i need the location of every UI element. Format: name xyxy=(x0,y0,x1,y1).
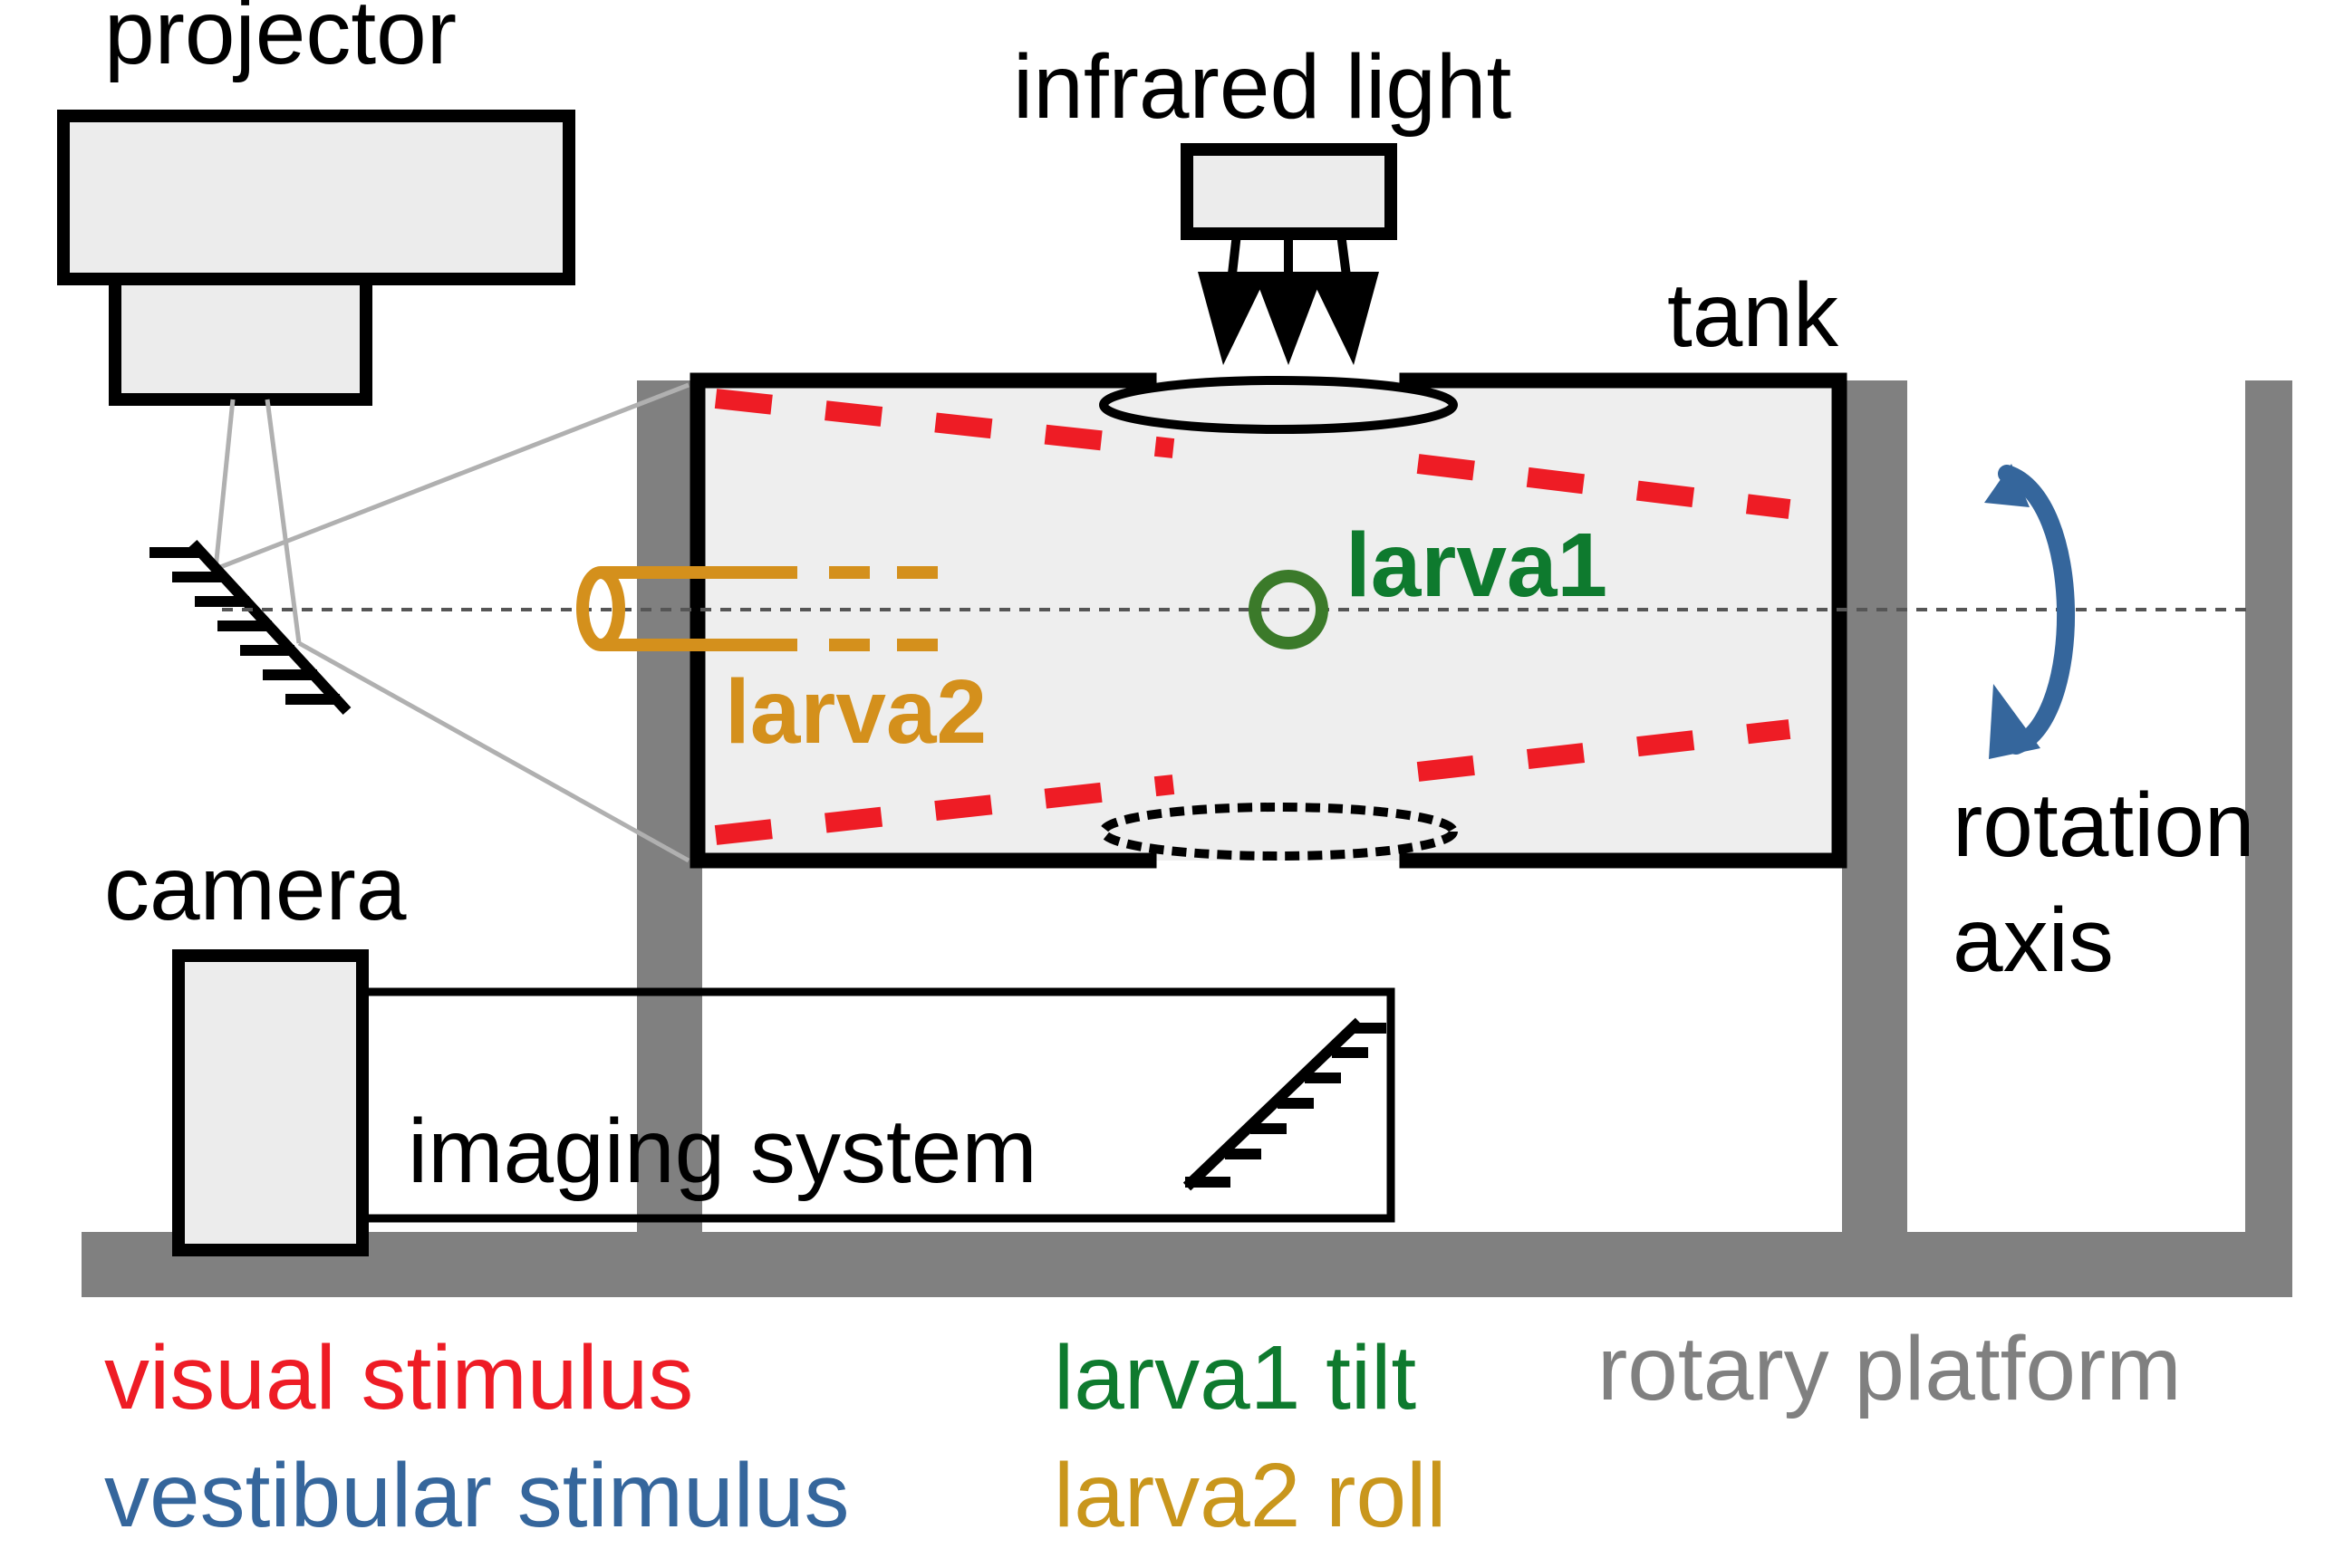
larva2-marker xyxy=(576,566,938,651)
larva1-label: larva1 xyxy=(1345,515,1607,616)
imaging-mirror xyxy=(1182,1017,1386,1191)
projector xyxy=(57,110,575,406)
projector-lens xyxy=(109,273,372,406)
legend-vestibular-stimulus: vestibular stimulus xyxy=(104,1445,850,1546)
infrared-light-housing xyxy=(1181,143,1397,240)
rotation-arrow-icon xyxy=(1984,464,2076,759)
projector-label: projector xyxy=(104,0,457,83)
visual-stimulus-pattern xyxy=(714,389,1791,845)
projector-mirror xyxy=(149,539,352,716)
legend: visual stimulus vestibular stimulus larv… xyxy=(104,1318,2182,1546)
imaging-system xyxy=(172,949,1395,1256)
infrared-light xyxy=(1181,143,1397,365)
legend-visual-stimulus: visual stimulus xyxy=(104,1327,693,1429)
projection-beam xyxy=(213,382,690,863)
camera-body xyxy=(172,949,369,1256)
tank-top-window xyxy=(1099,376,1458,434)
tank-interior xyxy=(698,380,1839,861)
projector-body xyxy=(57,110,575,285)
platform-pillar-right xyxy=(2245,380,2292,1273)
legend-larva2-roll: larva2 roll xyxy=(1054,1445,1447,1546)
tank-label: tank xyxy=(1667,265,1839,366)
infrared-light-label: infrared light xyxy=(1013,36,1512,138)
platform-base xyxy=(82,1232,2292,1297)
rotation-axis-label-line1: rotation xyxy=(1953,774,2255,876)
imaging-system-label: imaging system xyxy=(408,1101,1037,1202)
platform-pillar-middle xyxy=(1842,380,1907,1273)
legend-larva1-tilt: larva1 tilt xyxy=(1054,1327,1416,1429)
larva2-label: larva2 xyxy=(725,661,987,763)
rotation-axis-label-line2: axis xyxy=(1953,890,2114,991)
tank-bottom-window xyxy=(1099,803,1458,861)
larva1-marker xyxy=(1249,570,1328,649)
camera-label: camera xyxy=(104,838,407,939)
legend-rotary-platform: rotary platform xyxy=(1597,1318,2182,1419)
tank xyxy=(690,372,1847,869)
